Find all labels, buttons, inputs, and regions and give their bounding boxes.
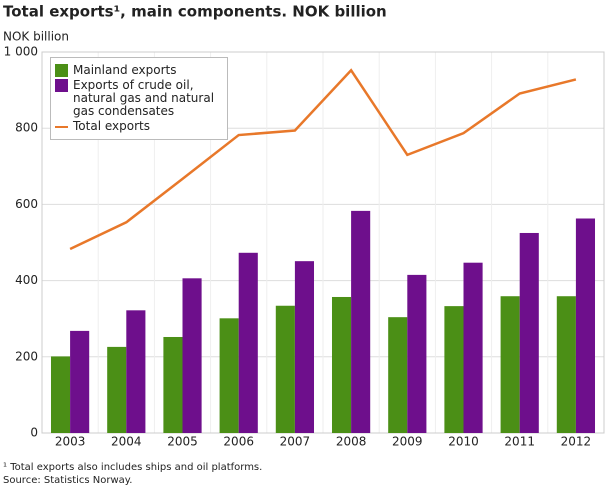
legend-label: Exports of crude oil, natural gas and na… <box>73 78 215 118</box>
x-tick-label: 2008 <box>336 435 367 449</box>
bar <box>556 296 576 433</box>
bar <box>107 346 127 433</box>
bar <box>407 274 427 433</box>
bar <box>163 336 183 433</box>
bar <box>519 232 539 433</box>
bar <box>575 218 596 433</box>
legend-item: Exports of crude oil, natural gas and na… <box>55 79 227 118</box>
bar <box>294 261 315 433</box>
bar <box>444 306 464 433</box>
x-tick-label: 2007 <box>280 435 311 449</box>
x-tick-label: 2004 <box>111 435 142 449</box>
legend-label: Mainland exports <box>73 63 177 77</box>
bar <box>219 318 239 433</box>
y-tick-label: 400 <box>15 273 38 287</box>
y-axis-label: NOK billion <box>3 30 69 44</box>
bar <box>126 310 146 433</box>
bar <box>463 262 483 433</box>
legend-item: Total exports <box>55 120 227 133</box>
x-tick-label: 2012 <box>561 435 592 449</box>
line <box>69 68 577 251</box>
x-tick-label: 2011 <box>504 435 535 449</box>
legend-swatch <box>55 126 68 128</box>
chart-title: Total exports¹, main components. NOK bil… <box>3 3 387 21</box>
y-tick-label: 800 <box>15 121 38 135</box>
legend-swatch <box>55 64 68 77</box>
footnote: ¹ Total exports also includes ships and … <box>3 462 262 473</box>
bar <box>182 278 202 433</box>
legend: Mainland exports Exports of crude oil, na… <box>50 57 228 140</box>
bar <box>331 296 352 433</box>
bar <box>500 296 520 433</box>
legend-item: Mainland exports <box>55 64 227 77</box>
y-tick-label: 600 <box>15 197 38 211</box>
bar <box>388 317 408 433</box>
bar <box>351 210 371 433</box>
x-tick-label: 2005 <box>167 435 198 449</box>
legend-label: Total exports <box>73 119 150 133</box>
x-tick-label: 2003 <box>55 435 86 449</box>
source: Source: Statistics Norway. <box>3 475 132 486</box>
bar <box>238 252 258 433</box>
bar <box>70 330 90 433</box>
y-tick-label: 200 <box>15 349 38 363</box>
x-tick-label: 2006 <box>223 435 254 449</box>
legend-swatch <box>55 79 68 92</box>
x-tick-label: 2009 <box>392 435 423 449</box>
bar <box>50 356 71 433</box>
y-tick-label: 1 000 <box>4 45 38 59</box>
plot-frame <box>41 51 605 434</box>
bar <box>275 305 295 433</box>
y-tick-label: 0 <box>30 426 38 440</box>
x-tick-label: 2010 <box>448 435 479 449</box>
